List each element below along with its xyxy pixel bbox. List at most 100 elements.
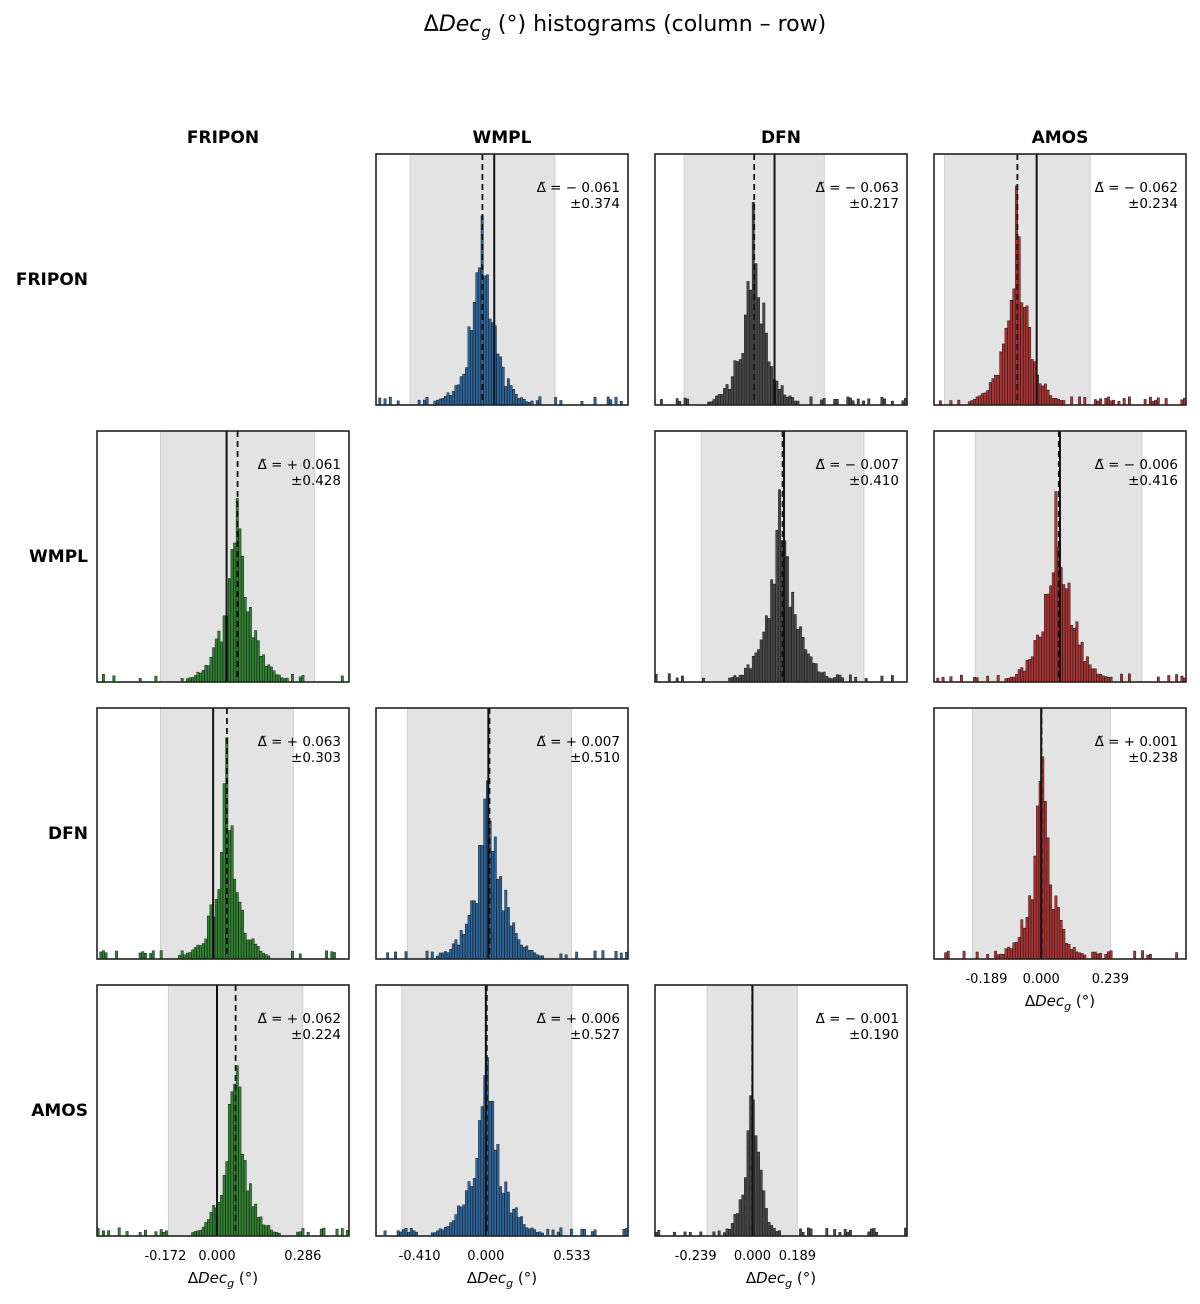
histogram-bar xyxy=(1104,398,1108,406)
histogram-bar xyxy=(275,674,279,683)
histogram-bar xyxy=(525,945,529,960)
median-label: Δ̃ = + 0.061 xyxy=(258,457,341,473)
histogram-bar xyxy=(270,666,273,683)
histogram-bar xyxy=(272,670,276,683)
histogram-bar xyxy=(1023,927,1026,960)
histogram-bar xyxy=(880,397,884,406)
histogram-bar xyxy=(717,394,721,406)
histogram-bar xyxy=(465,923,468,960)
histogram-bar xyxy=(817,671,821,683)
histogram-bar xyxy=(999,351,1003,406)
histogram-bar xyxy=(204,665,208,683)
histogram-bar xyxy=(496,878,500,960)
histogram-bar xyxy=(849,674,852,683)
histogram-bar xyxy=(404,1227,408,1237)
histogram-bar xyxy=(256,1217,260,1237)
panel-fripon-dfn: Δ̃ = − 0.063±0.217 xyxy=(654,153,908,406)
histogram-bar xyxy=(575,951,579,960)
x-tick-label: 0.239 xyxy=(1092,972,1129,987)
histogram-bar xyxy=(720,394,724,406)
histogram-bar xyxy=(1099,953,1102,960)
histogram-bar xyxy=(759,323,763,406)
histogram-bar xyxy=(746,1130,750,1237)
histogram-bar xyxy=(438,398,442,406)
histogram-bar xyxy=(444,396,447,406)
histogram-bar xyxy=(212,647,216,683)
histogram-bar xyxy=(791,591,795,683)
histogram-bar xyxy=(759,639,763,683)
histogram-bar xyxy=(522,398,526,406)
histogram-bar xyxy=(1030,899,1034,960)
histogram-bar xyxy=(1128,673,1131,683)
histogram-bar xyxy=(117,1227,121,1237)
figure-title: ΔDecg (°) histograms (column – row) xyxy=(424,12,826,41)
panel-amos-wmpl: Δ̃ = + 0.006±0.527 xyxy=(375,984,629,1237)
histogram-bar xyxy=(738,674,742,683)
panel-wmpl-fripon: Δ̃ = + 0.061±0.428 xyxy=(96,430,350,683)
spread-label: ±0.238 xyxy=(1128,750,1178,766)
histogram-bar xyxy=(472,1178,476,1237)
histogram-bar xyxy=(1057,398,1060,406)
histogram-bar xyxy=(115,950,118,960)
histogram-bar xyxy=(749,668,753,683)
histogram-bar xyxy=(778,1230,781,1237)
histogram-bar xyxy=(235,892,239,960)
histogram-bar xyxy=(238,1086,242,1237)
histogram-bar xyxy=(520,944,523,960)
histogram-bar xyxy=(214,899,218,960)
histogram-bar xyxy=(1156,397,1160,406)
panel-frame xyxy=(654,430,908,683)
histogram-bar xyxy=(1078,396,1081,406)
histogram-bar xyxy=(1025,660,1029,683)
histogram-bar xyxy=(849,1229,852,1237)
histogram-bar xyxy=(793,614,797,683)
histogram-bar xyxy=(243,596,247,683)
histogram-bar xyxy=(441,1229,445,1237)
panel-frame xyxy=(933,707,1187,960)
histogram-bar xyxy=(241,555,244,683)
histogram-bar xyxy=(193,675,197,683)
histogram-bar xyxy=(1054,397,1058,406)
histogram-bar xyxy=(978,395,982,406)
histogram-bar xyxy=(814,663,818,683)
histogram-bar xyxy=(1062,928,1066,960)
panel-wmpl-amos: Δ̃ = − 0.006±0.416 xyxy=(933,430,1187,683)
histogram-bar xyxy=(767,361,771,406)
histogram-bar xyxy=(530,950,534,960)
histogram-bar xyxy=(228,1103,231,1237)
histogram-bar xyxy=(509,1212,513,1237)
histogram-bar xyxy=(988,382,992,406)
histogram-bar xyxy=(1101,675,1105,683)
histogram-bar xyxy=(238,528,242,683)
histogram-bar xyxy=(520,397,523,406)
histogram-bar xyxy=(1080,641,1084,683)
x-axis-dfn: -0.239 0.000 0.189 ΔDecg (°) xyxy=(675,1249,816,1290)
histogram-bar xyxy=(762,631,766,683)
histogram-bar xyxy=(609,399,613,406)
panel-amos-fripon: Δ̃ = + 0.062±0.224 xyxy=(96,984,350,1237)
histogram-bar xyxy=(493,1149,497,1237)
histogram-bar xyxy=(856,398,860,406)
histogram-bar xyxy=(180,950,184,960)
histogram-bar xyxy=(1072,947,1076,960)
histogram-bar xyxy=(1007,946,1011,960)
histogram-bar xyxy=(683,397,687,406)
histogram-bar xyxy=(1067,582,1071,683)
x-axis-label: ΔDecg (°) xyxy=(1025,992,1095,1013)
histogram-bar xyxy=(606,396,610,406)
histogram-bar xyxy=(209,904,213,960)
histogram-bar xyxy=(446,1226,450,1237)
histogram-bar xyxy=(767,1222,771,1237)
histogram-bar xyxy=(233,542,237,683)
histogram-bar xyxy=(619,952,623,960)
histogram-bar xyxy=(488,318,492,406)
histogram-bar xyxy=(614,397,618,406)
histogram-bar xyxy=(251,1206,255,1237)
histogram-bar xyxy=(788,606,792,683)
histogram-bar xyxy=(975,951,979,960)
histogram-bar xyxy=(462,1204,466,1237)
histogram-bar xyxy=(512,922,516,960)
histogram-bar xyxy=(770,366,774,406)
histogram-bar xyxy=(249,1183,252,1237)
histogram-bar xyxy=(1054,491,1058,683)
